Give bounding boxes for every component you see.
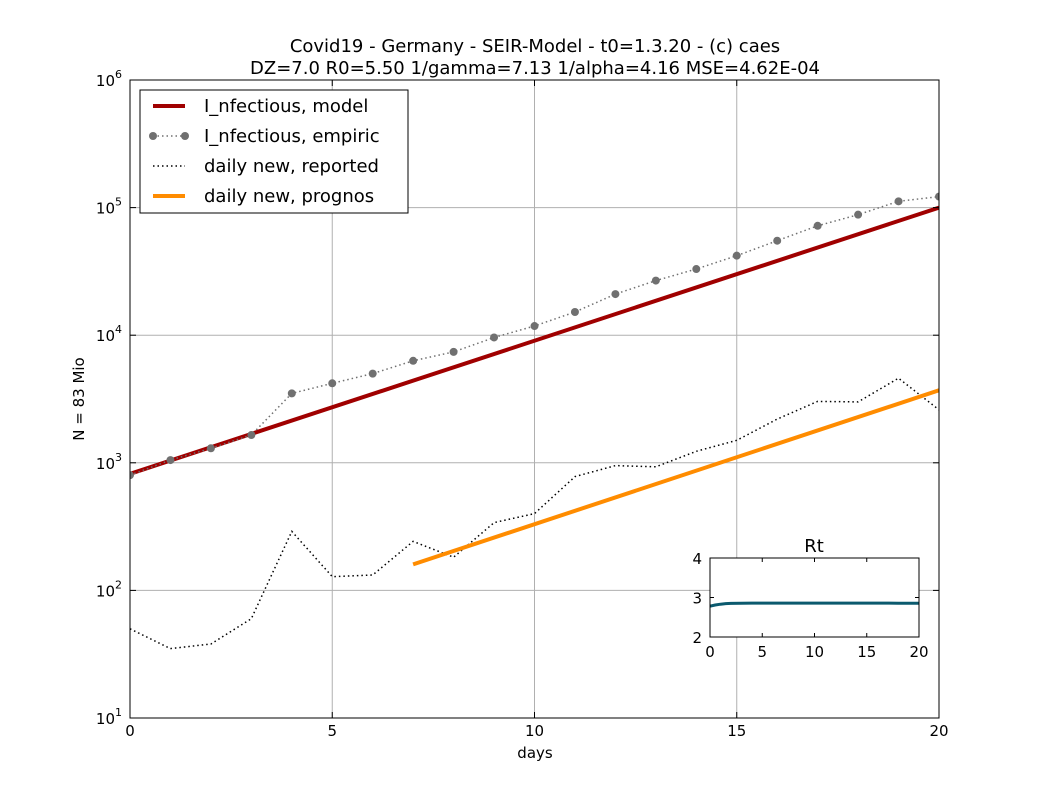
inset-y-tick-label: 2 <box>692 629 702 647</box>
y-tick-exponent: 2 <box>115 578 122 591</box>
series-point <box>490 333 499 342</box>
inset-y-tick-label: 3 <box>692 590 702 608</box>
y-tick-base: 10 <box>96 200 115 218</box>
series-line-2 <box>130 377 939 650</box>
inset-ticks: 0 5 10 15 20 2 3 4 <box>692 550 928 661</box>
y-tick-label: 103 <box>96 451 122 473</box>
x-tick-label: 10 <box>525 722 544 740</box>
series-point <box>894 197 903 206</box>
y-tick-label: 105 <box>96 196 122 218</box>
y-tick-label: 104 <box>96 323 122 345</box>
y-tick-exponent: 5 <box>115 196 122 209</box>
series-point <box>409 356 418 365</box>
series-point <box>935 192 939 201</box>
legend-label: I_nfectious, model <box>204 96 368 117</box>
y-tick-base: 10 <box>96 710 115 728</box>
legend-box <box>139 89 409 214</box>
series-point <box>611 290 620 299</box>
legend-marker <box>149 132 157 140</box>
inset-background <box>710 558 919 637</box>
y-tick-label: 102 <box>96 578 122 600</box>
inset-series-line <box>710 601 919 608</box>
chart-subtitle: DZ=7.0 R0=5.50 1/gamma=7.13 1/alpha=4.16… <box>250 58 820 79</box>
series-point <box>166 456 175 465</box>
series-point <box>773 236 782 245</box>
x-tick-label: 20 <box>929 722 948 740</box>
inset-x-tick-label: 20 <box>909 643 928 661</box>
series-point <box>368 369 377 378</box>
y-tick-base: 10 <box>96 582 115 600</box>
inset-series <box>710 601 919 608</box>
main-series <box>130 192 939 650</box>
legend-label: I_nfectious, empiric <box>204 126 380 147</box>
y-axis-label: N = 83 Mio <box>70 357 88 440</box>
inset-x-tick-label: 10 <box>805 643 824 661</box>
inset-chart: Rt 0 5 10 15 20 2 3 4 <box>692 536 928 661</box>
series-point <box>692 265 701 274</box>
series-point <box>130 471 134 480</box>
series-point <box>530 322 539 331</box>
inset-x-tick-label: 0 <box>705 643 715 661</box>
series-point <box>651 276 660 285</box>
legend-marker <box>181 132 189 140</box>
y-tick-label: 101 <box>96 706 122 728</box>
x-axis-label: days <box>517 744 553 762</box>
y-tick-exponent: 4 <box>115 323 122 336</box>
series-line-0 <box>130 205 939 476</box>
series-point <box>287 389 296 398</box>
series-point <box>813 221 822 230</box>
inset-x-tick-label: 15 <box>857 643 876 661</box>
series-point <box>206 444 215 453</box>
y-tick-exponent: 1 <box>115 706 122 719</box>
series-point <box>732 251 741 260</box>
chart-title: Covid19 - Germany - SEIR-Model - t0=1.3.… <box>290 36 780 57</box>
inset-x-tick-label: 5 <box>757 643 767 661</box>
series-point <box>570 307 579 316</box>
x-tick-label: 0 <box>125 722 135 740</box>
inset-y-tick-label: 4 <box>692 550 702 568</box>
series-line-3 <box>412 388 939 567</box>
y-tick-exponent: 6 <box>115 68 122 81</box>
x-tick-label: 15 <box>727 722 746 740</box>
x-tick-label: 5 <box>327 722 337 740</box>
y-tick-label: 106 <box>96 68 122 90</box>
series-point <box>328 379 337 388</box>
legend-label: daily new, prognos <box>204 186 374 207</box>
series-point <box>854 210 863 219</box>
inset-title: Rt <box>804 536 824 557</box>
y-tick-base: 10 <box>96 327 115 345</box>
y-tick-exponent: 3 <box>115 451 122 464</box>
series-point <box>247 431 256 440</box>
y-tick-base: 10 <box>96 72 115 90</box>
legend-label: daily new, reported <box>204 156 379 177</box>
legend: I_nfectious, model I_nfectious, empiric da… <box>139 89 409 214</box>
y-tick-base: 10 <box>96 455 115 473</box>
series-point <box>449 347 458 356</box>
